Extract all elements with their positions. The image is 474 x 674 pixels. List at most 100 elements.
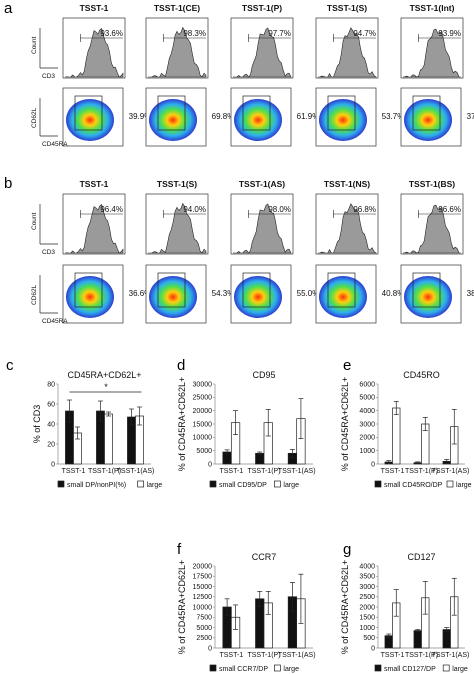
column-header: TSST-1(CE) [154,3,200,13]
legend-label: small CD45RO/DP [384,482,443,489]
dotplot-density [149,99,197,141]
hist-ylabel: Count [31,36,38,54]
column-header: TSST-1 [80,3,109,13]
legend-swatch [442,664,450,672]
y-tick-label: 10000 [193,604,213,611]
y-tick-label: 0 [371,645,375,652]
dotplot-gate [74,95,103,131]
y-tick-label: 80 [47,381,55,388]
panel-label: f [177,541,182,558]
y-axis-label: % of CD45RA+CD62L+ [177,560,187,655]
dotplot-density [404,99,452,141]
y-tick-label: 0 [371,461,375,468]
legend-swatch [274,480,281,488]
legend-swatch [57,480,65,488]
y-tick-label: 6000 [359,381,375,388]
dot-percent: 55.0% [297,289,320,298]
y-tick-label: 40 [47,421,55,428]
bar [413,630,422,649]
x-tick-label: TSST-1(P) [247,652,280,659]
legend-swatch [209,480,217,488]
y-tick-label: 0 [208,461,212,468]
y-tick-label: 2500 [359,594,375,601]
dotplot-gate [327,272,356,308]
y-tick-label: 7500 [196,615,212,622]
y-tick-label: 0 [208,645,212,652]
cd3-percent: 96.6% [438,205,461,214]
x-tick-label: TSST-1(AS) [278,468,316,475]
dot-percent: 36.6% [129,289,152,298]
panel-label-a: a [4,0,13,17]
dotplot-density [404,276,452,318]
cd3-percent: 93.6% [100,29,123,38]
legend-label: small CD127/DP [384,666,436,673]
y-tick-label: 30000 [193,381,213,388]
column-header: TSST-1(Int) [410,3,455,13]
y-tick-label: 3500 [359,574,375,581]
dotplot-gate [327,95,356,131]
bar [392,407,401,465]
y-tick-label: 1500 [359,615,375,622]
legend-label: small CCR7/DP [219,666,268,673]
legend-label: large [283,666,299,673]
panel-label: e [343,357,351,374]
column-header: TSST-1(NS) [324,179,370,189]
bar [442,629,451,649]
dotplot-density [234,276,282,318]
chart-title: CD45RO [403,370,440,380]
histogram-area [148,202,207,254]
x-tick-label: TSST-1(P) [405,652,438,659]
legend-label: small CD95/DP [219,482,267,489]
y-axis-label: % of CD45RA+CD62L+ [340,560,350,655]
x-tick-label: TSST-1 [62,468,86,475]
histogram-area [233,27,292,78]
bar [104,413,113,465]
chart-f: f CCR7 % of CD45RA+CD62L+ 0 2500 5000 7500 1000… [177,541,316,673]
y-tick-label: 5000 [196,625,212,632]
flow-panel-b: TSST-1 96.4% 36.6% TSST-1(S) 94.0% 54.3% TSST-… [31,179,474,325]
chart-title: CD45RA+CD62L+ [67,370,141,380]
dot-percent: 69.8% [212,112,235,121]
cd3-percent: 94.7% [353,29,376,38]
y-tick-label: 15000 [193,584,213,591]
chart-title: CD127 [407,552,435,562]
dotplot-density [319,276,367,318]
dotplot-density [66,99,114,141]
significance-mark: * [104,382,108,392]
column-header: TSST-1(S) [327,3,367,13]
dot-ylabel: CD62L [31,107,38,128]
dotplot-gate [412,95,441,131]
y-tick-label: 2500 [196,635,212,642]
histogram-area [64,27,124,78]
histogram-area [402,28,461,78]
histogram-area [318,203,377,254]
y-tick-label: 5000 [359,395,375,402]
column-header: TSST-1(S) [157,179,197,189]
y-axis-label: % of CD45RA+CD62L+ [340,377,350,472]
y-tick-label: 0 [51,461,55,468]
y-tick-label: 2000 [359,435,375,442]
x-tick-label: TSST-1(AS) [117,468,155,475]
y-tick-label: 12500 [193,594,213,601]
y-tick-label: 20000 [193,408,213,415]
histogram-area [64,203,124,254]
y-tick-label: 1000 [359,448,375,455]
y-tick-label: 20 [47,441,55,448]
dot-percent: 53.7% [382,112,405,121]
y-tick-label: 60 [47,401,55,408]
legend-label: small DP/nonPI(%) [67,482,126,489]
chart-e: e CD45RO % of CD45RA+CD62L+ 0 1000 2000 3000 40… [340,357,472,489]
dotplot-density [66,276,114,318]
dotplot-gate [242,95,271,131]
panel-label-b: b [4,175,12,192]
dotplot-gate [412,272,441,308]
histogram-area [402,204,461,254]
y-tick-label: 25000 [193,395,213,402]
legend-label: large [456,482,472,489]
dot-xlabel: CD45RA [42,318,68,325]
hist-ylabel: Count [31,212,38,230]
y-tick-label: 3000 [359,421,375,428]
panel-label: d [177,357,185,374]
y-tick-label: 4000 [359,408,375,415]
